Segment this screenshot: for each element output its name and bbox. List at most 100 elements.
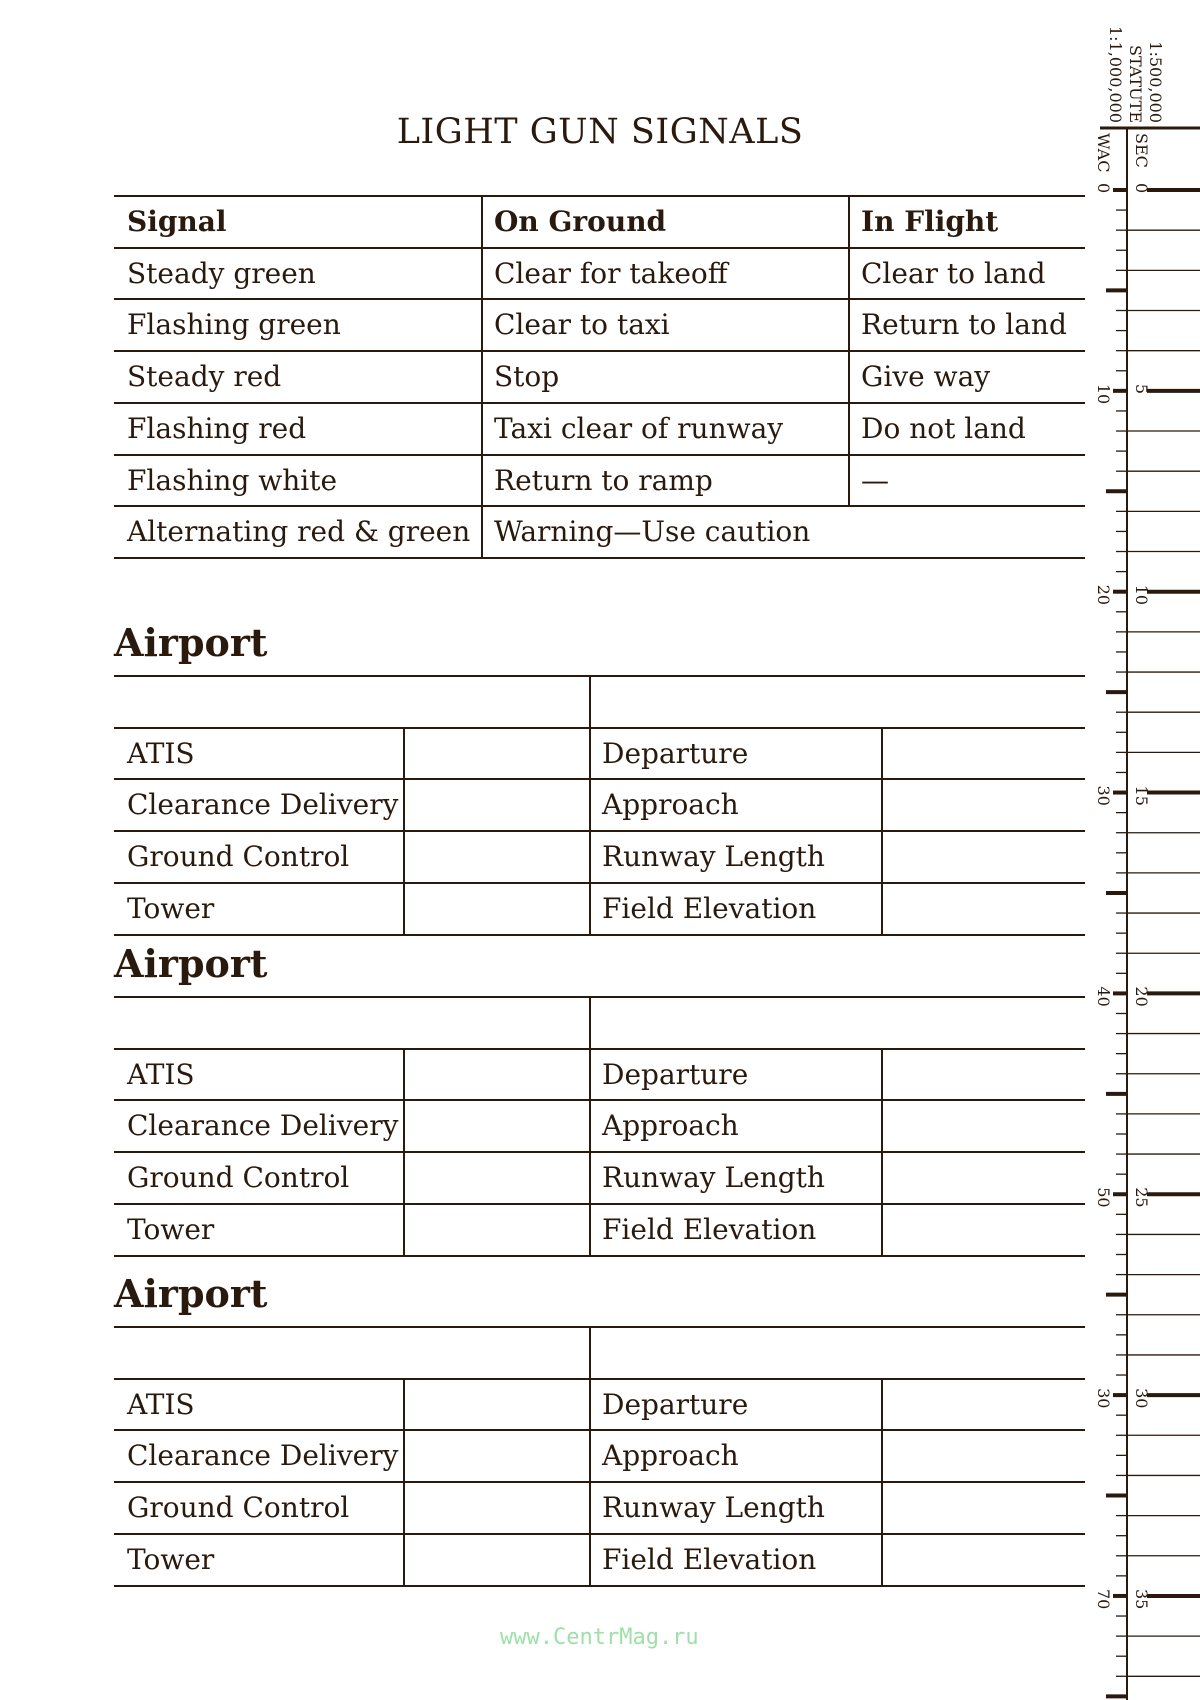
column-divider (589, 676, 591, 935)
frequency-label: Runway Length (602, 840, 825, 874)
table-rule (114, 453, 1085, 456)
table-rule (114, 195, 1085, 197)
frequency-label: Ground Control (127, 1491, 350, 1525)
table-header-cell: In Flight (861, 205, 999, 238)
table-rule (114, 298, 1085, 301)
column-divider (403, 1048, 405, 1256)
sec-tick-label: 30 (1132, 1388, 1151, 1408)
table-cell: Flashing red (127, 411, 307, 445)
table-rule (114, 350, 1085, 353)
column-divider (881, 727, 883, 935)
wac-tick-label: 20 (1094, 585, 1113, 605)
frequency-label: Ground Control (127, 1161, 350, 1195)
form-rule (114, 881, 1085, 884)
form-rule (114, 1532, 1085, 1535)
frequency-label: Ground Control (127, 840, 350, 874)
sec-tick-label: 5 (1132, 384, 1151, 394)
wac-tick-label: 30 (1094, 786, 1113, 806)
column-divider (403, 727, 405, 935)
table-rule (114, 246, 1085, 249)
frequency-label: Field Elevation (602, 891, 817, 925)
table-cell: Taxi clear of runway (494, 411, 784, 445)
wac-tick-label: 0 (1094, 183, 1113, 193)
form-rule (114, 1202, 1085, 1205)
form-rule (114, 778, 1085, 781)
form-rule (114, 1151, 1085, 1154)
column-divider (589, 1327, 591, 1586)
frequency-label: Departure (602, 1057, 749, 1091)
form-rule (114, 1099, 1085, 1102)
sec-tick-label: 20 (1132, 986, 1151, 1006)
column-divider (881, 1048, 883, 1256)
form-rule (114, 675, 1085, 677)
ruler-units: STATUTE (1126, 45, 1145, 123)
ruler-wac-label: WAC (1094, 133, 1113, 172)
frequency-label: Tower (127, 1542, 215, 1576)
table-cell: Clear to taxi (494, 308, 670, 342)
table-header-cell: On Ground (494, 205, 667, 238)
sec-tick-label: 15 (1132, 786, 1151, 806)
form-rule (114, 1584, 1085, 1587)
table-cell: — (861, 463, 889, 497)
frequency-label: ATIS (127, 736, 195, 770)
table-cell: Warning—Use caution (494, 515, 811, 549)
sec-tick-label: 25 (1132, 1187, 1151, 1207)
ruler-scale-sec: 1:500,000 (1146, 41, 1165, 123)
table-header-cell: Signal (127, 205, 227, 238)
sec-tick-label: 35 (1132, 1589, 1151, 1609)
table-cell: Return to ramp (494, 463, 713, 497)
frequency-label: ATIS (127, 1387, 195, 1421)
frequency-label: Approach (602, 1109, 739, 1143)
sec-tick-label: 0 (1132, 183, 1151, 193)
sec-tick-label: 10 (1132, 585, 1151, 605)
column-divider (403, 1378, 405, 1586)
frequency-label: Field Elevation (602, 1212, 817, 1246)
table-rule (114, 505, 1085, 508)
wac-tick-label: 30 (1094, 1388, 1113, 1408)
form-rule (114, 1047, 1085, 1050)
table-cell: Steady red (127, 360, 282, 394)
ruler-scale-wac: 1:1,000,000 (1106, 26, 1125, 123)
form-rule (114, 933, 1085, 936)
frequency-label: Tower (127, 1212, 215, 1246)
frequency-label: Field Elevation (602, 1542, 817, 1576)
frequency-label: Clearance Delivery (127, 788, 399, 822)
airport-heading: Airport (114, 1271, 268, 1316)
wac-tick-label: 40 (1094, 986, 1113, 1006)
table-cell: Give way (861, 360, 991, 394)
table-cell: Return to land (861, 308, 1067, 342)
table-cell: Flashing green (127, 308, 341, 342)
frequency-label: Approach (602, 1439, 739, 1473)
frequency-label: Tower (127, 891, 215, 925)
form-rule (114, 1429, 1085, 1432)
frequency-label: Clearance Delivery (127, 1439, 399, 1473)
form-rule (114, 1326, 1085, 1328)
table-cell: Flashing white (127, 463, 338, 497)
table-cell: Stop (494, 360, 560, 394)
table-cell: Clear to land (861, 256, 1046, 290)
table-rule (114, 401, 1085, 404)
form-rule (114, 726, 1085, 729)
frequency-label: Departure (602, 1387, 749, 1421)
column-divider (589, 997, 591, 1256)
table-cell: Alternating red & green (127, 515, 471, 549)
wac-tick-label: 10 (1094, 384, 1113, 404)
column-divider (881, 1378, 883, 1586)
frequency-label: Clearance Delivery (127, 1109, 399, 1143)
table-cell: Steady green (127, 256, 316, 290)
wac-tick-label: 50 (1094, 1187, 1113, 1207)
table-cell: Clear for takeoff (494, 256, 728, 290)
table-cell: Do not land (861, 411, 1026, 445)
wac-tick-label: 70 (1094, 1589, 1113, 1609)
column-divider (481, 196, 483, 558)
ruler-sec-label: SEC (1132, 133, 1151, 168)
form-rule (114, 996, 1085, 998)
page-title: LIGHT GUN SIGNALS (396, 112, 804, 152)
frequency-label: Runway Length (602, 1161, 825, 1195)
frequency-label: Runway Length (602, 1491, 825, 1525)
watermark: www.CentrMag.ru (500, 1625, 699, 1650)
frequency-label: Approach (602, 788, 739, 822)
form-rule (114, 830, 1085, 833)
frequency-label: ATIS (127, 1057, 195, 1091)
